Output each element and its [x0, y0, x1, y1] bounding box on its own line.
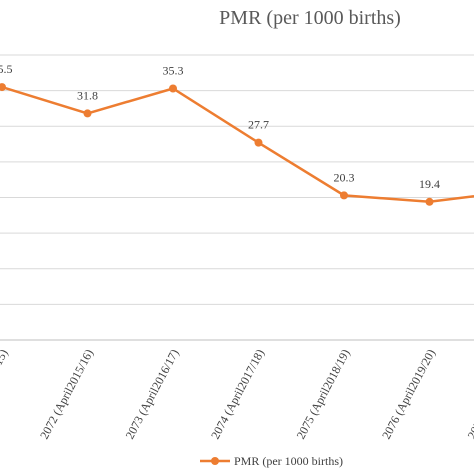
x-tick-label: 2071 (April2014/15)	[0, 347, 11, 442]
data-label: 27.7	[248, 118, 269, 132]
data-label: 31.8	[77, 88, 98, 102]
point	[169, 84, 177, 93]
legend-label: PMR (per 1000 births)	[234, 454, 343, 468]
point	[254, 138, 263, 147]
x-tick-label: 2076 (April2019/20)	[379, 347, 438, 442]
x-tick-label: 2074 (April2017/18)	[208, 347, 267, 442]
data-label: 20.3	[334, 170, 355, 184]
x-tick-label: 2077 (April2020/21)	[465, 347, 474, 442]
x-tick-label: 2073 (April2016/17)	[123, 347, 182, 442]
point	[0, 83, 6, 92]
data-label: 19.4	[419, 177, 440, 191]
data-label: 35.3	[163, 63, 184, 77]
point	[340, 191, 348, 200]
x-tick-label: 2075 (April2018/19)	[294, 347, 353, 442]
legend-marker	[211, 457, 219, 465]
point	[83, 109, 92, 118]
series-line	[1, 85, 474, 204]
chart-title: PMR (per 1000 births)	[219, 7, 401, 29]
data-label: 35.5	[0, 62, 13, 76]
x-tick-label: 2072 (April2015/16)	[37, 347, 96, 442]
point	[425, 197, 434, 206]
